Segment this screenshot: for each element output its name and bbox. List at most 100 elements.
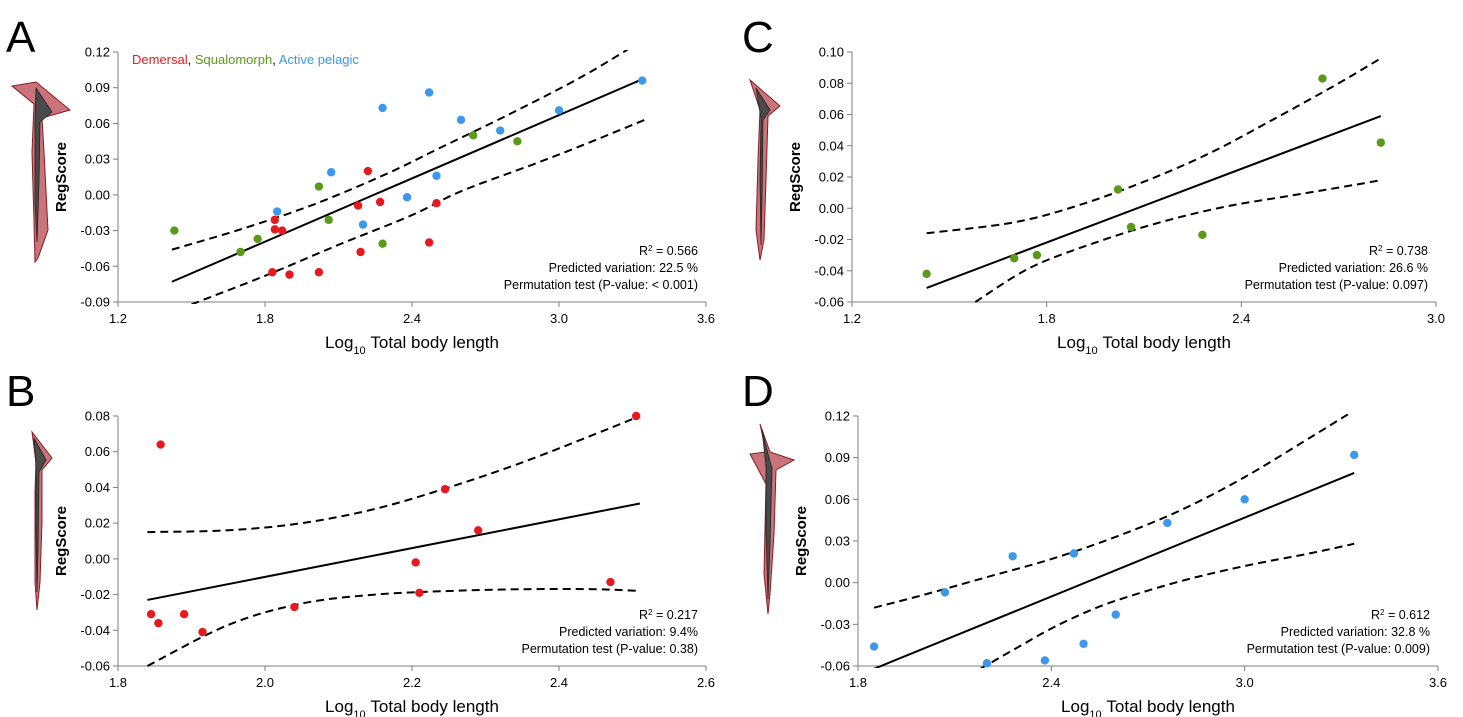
panel-c-y-tick-label: 0.04 <box>819 138 844 153</box>
panel-a-point-squalomorph <box>378 239 387 248</box>
panel-c-y-tick-label: 0.10 <box>819 45 844 60</box>
panel-c-point-squalomorph <box>1318 74 1327 83</box>
panel-c-y-axis-label: RegScore <box>787 142 804 212</box>
panel-a-ci-lower <box>191 118 646 304</box>
panel-d-x-tick-label: 2.4 <box>1042 675 1060 690</box>
panel-a-point-active-pelagic <box>326 168 336 177</box>
panel-b-point-demersal <box>440 485 450 494</box>
panel-a-point-active-pelagic <box>638 76 647 85</box>
panel-a-point-squalomorph <box>236 247 245 257</box>
panel-d-r-squared: R2 = 0.612 <box>1371 608 1430 623</box>
panel-a-y-tick-label: -0.09 <box>80 295 110 310</box>
panel-d-point-active-pelagic <box>1350 450 1359 460</box>
panel-b-x-tick-label: 2.4 <box>550 675 568 690</box>
panel-b-y-tick-label: 0.00 <box>85 551 110 566</box>
panel-a-point-squalomorph <box>469 131 478 140</box>
panel-a-x-tick-label: 1.8 <box>256 311 274 326</box>
panel-b-point-demersal <box>411 558 420 567</box>
panel-a-point-squalomorph <box>253 234 262 244</box>
panel-b-y-tick-label: -0.02 <box>80 587 110 602</box>
panel-c-plot: -0.06 -0.04 -0.02 0.00 0.02 0.04 0.06 0.08 0.10 1… <box>787 45 1445 358</box>
panel-a-point-demersal <box>432 198 441 208</box>
panel-d-data-layer <box>873 414 1355 668</box>
panel-a-point-squalomorph <box>513 137 522 146</box>
panel-a-y-tick-label: 0.09 <box>85 80 110 95</box>
panel-c-point-squalomorph <box>922 269 931 279</box>
panel-a-y-tick-label: -0.03 <box>80 223 110 238</box>
panel-c-point-squalomorph <box>1032 250 1042 260</box>
panel-a-permutation-test: Permutation test (P-value: < 0.001) <box>504 278 698 292</box>
panel-b-point-demersal <box>146 610 156 619</box>
panel-a-x-axis-label: Log10 Total body length <box>325 333 499 357</box>
plots: -0.09 -0.06 -0.03 0.00 0.03 0.06 0.09 0.12 1.2 1.… <box>53 45 1447 717</box>
panel-a-silhouette <box>10 81 72 264</box>
panel-c-point-squalomorph <box>1376 138 1386 147</box>
panel-b-x-tick-label: 2.6 <box>697 675 715 690</box>
panel-b-y-tick-label: -0.04 <box>80 623 110 638</box>
panel-d-point-active-pelagic <box>1008 552 1017 561</box>
legend-entry-demersal: Demersal <box>132 52 188 67</box>
panel-a-y-tick-label: -0.06 <box>80 259 110 274</box>
panel-a-point-demersal <box>363 166 373 176</box>
panel-b-point-demersal <box>473 526 483 535</box>
panel-b-x-tick-label: 1.8 <box>109 675 127 690</box>
panel-letter-b: B <box>6 367 35 416</box>
panel-c-ci-lower <box>974 179 1382 303</box>
panel-c-y-tick-label: 0.06 <box>819 107 844 122</box>
panel-c-x-axis-label: Log10 Total body length <box>1057 333 1231 357</box>
panel-c-point-squalomorph <box>1113 185 1123 194</box>
panel-a-x-tick-label: 1.2 <box>109 311 127 326</box>
panel-a-point-active-pelagic <box>456 115 466 125</box>
panel-a-point-active-pelagic <box>554 106 564 115</box>
panel-b-y-tick-label: 0.08 <box>85 409 110 424</box>
panel-a-y-tick-label: 0.12 <box>85 45 110 60</box>
panel-a-x-tick-label: 3.0 <box>550 311 568 326</box>
legend-entry-active-pelagic: Active pelagic <box>279 52 360 67</box>
panel-d-point-active-pelagic <box>940 588 950 597</box>
panel-b-point-demersal <box>154 618 163 628</box>
panel-a-point-squalomorph <box>324 215 333 225</box>
panel-d-point-active-pelagic <box>1111 610 1120 619</box>
panel-d-point-active-pelagic <box>1163 518 1172 528</box>
panel-c: C <box>742 13 781 261</box>
panel-d-x-axis-label: Log10 Total body length <box>1061 697 1235 717</box>
panel-a-point-demersal <box>268 268 277 277</box>
panel-b-plot: -0.06 -0.04 -0.02 0.00 0.02 0.04 0.06 0.08 1.8 2.… <box>53 409 715 717</box>
panel-d-point-active-pelagic <box>982 659 992 668</box>
panel-b-ci-upper <box>147 415 641 534</box>
panel-b-predicted-variation: Predicted variation: 9.4% <box>559 625 698 639</box>
panel-d-y-tick-label: 0.09 <box>825 450 850 465</box>
panel-d-y-tick-label: 0.06 <box>825 492 850 507</box>
panel-b-x-tick-label: 2.0 <box>256 675 274 690</box>
panel-c-r-squared: R2 = 0.738 <box>1369 244 1428 259</box>
panel-d-point-active-pelagic <box>1040 656 1050 665</box>
panel-b-point-demersal <box>415 588 424 597</box>
panel-c-y-tick-label: -0.04 <box>814 263 844 278</box>
panel-d-ci-upper <box>873 414 1351 609</box>
panel-letter-c: C <box>742 13 774 62</box>
panel-c-y-tick-label: 0.08 <box>819 76 844 91</box>
panel-c-silhouette <box>748 78 781 261</box>
panel-b-y-tick-label: 0.02 <box>85 516 110 531</box>
panel-d-silhouette <box>749 423 796 615</box>
panel-c-y-tick-label: 0.02 <box>819 170 844 185</box>
panel-d-x-tick-label: 1.8 <box>849 675 867 690</box>
panel-c-x-tick-label: 1.8 <box>1038 311 1056 326</box>
panel-a-point-demersal <box>356 247 365 257</box>
panel-a-point-active-pelagic <box>496 126 505 135</box>
panel-d-x-tick-label: 3.0 <box>1236 675 1254 690</box>
panel-c-y-tick-label: -0.06 <box>814 295 844 310</box>
panel-b-r-squared: R2 = 0.217 <box>639 608 698 623</box>
panel-d-point-active-pelagic <box>1069 549 1079 558</box>
panel-b-point-demersal <box>156 440 165 449</box>
panel-a-point-squalomorph <box>314 182 324 191</box>
panel-d-point-active-pelagic <box>869 642 879 651</box>
panel-c-point-squalomorph <box>1126 222 1136 232</box>
panel-c-x-tick-label: 1.2 <box>843 311 861 326</box>
panel-a-point-demersal <box>375 197 385 207</box>
panel-a-x-tick-label: 3.6 <box>697 311 715 326</box>
panel-d-plot: -0.06 -0.03 0.00 0.03 0.06 0.09 0.12 1.8 2.4 3.0 3… <box>793 409 1447 717</box>
panel-a: A <box>6 13 72 264</box>
panel-a-point-demersal <box>314 268 324 277</box>
